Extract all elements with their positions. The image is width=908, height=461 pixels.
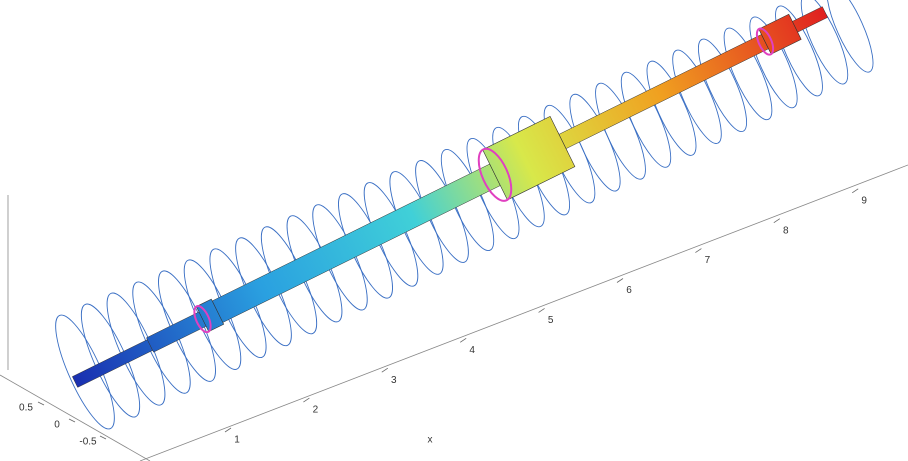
- x-tick-label: 2: [313, 405, 319, 416]
- x-tick-label: 9: [861, 195, 867, 206]
- x-tick-label: 5: [548, 315, 554, 326]
- y-tick: [69, 419, 75, 422]
- shaft-segment: [72, 340, 152, 388]
- y-tick-label: 0: [54, 420, 60, 431]
- y-tick-label: 0.5: [19, 403, 33, 414]
- y-tick-label: -0.5: [79, 437, 97, 448]
- x-tick: [852, 189, 858, 193]
- shaft: [72, 7, 827, 388]
- x-tick-label: 4: [469, 345, 475, 356]
- y-tick: [100, 436, 106, 439]
- x-tick: [303, 398, 309, 402]
- x-tick-label: 8: [783, 225, 789, 236]
- helix-loop: [818, 0, 881, 77]
- x-tick: [539, 308, 545, 312]
- x-tick: [617, 279, 623, 283]
- shaft-segment: [212, 164, 500, 322]
- x-tick-label: 7: [705, 255, 711, 266]
- helix: [45, 0, 882, 435]
- x-tick-label: 3: [391, 375, 397, 386]
- x-tick: [695, 249, 701, 253]
- x-axis-line: [140, 165, 908, 461]
- shaft-segment: [559, 34, 769, 148]
- x-tick-label: 6: [626, 285, 632, 296]
- x-tick: [382, 368, 388, 372]
- y-tick: [38, 402, 44, 405]
- x-tick: [460, 338, 466, 342]
- x-tick: [225, 428, 231, 432]
- x-tick: [774, 219, 780, 223]
- plot-3d: 1 2 3 4 5 6 7 8 9 0.5 0 -0.5 x: [0, 0, 908, 461]
- x-axis-label: x: [428, 435, 433, 446]
- ticks: 1 2 3 4 5 6 7 8 9 0.5 0 -0.5: [19, 189, 867, 448]
- x-tick-label: 1: [234, 435, 240, 446]
- shaft-segment: [792, 7, 827, 33]
